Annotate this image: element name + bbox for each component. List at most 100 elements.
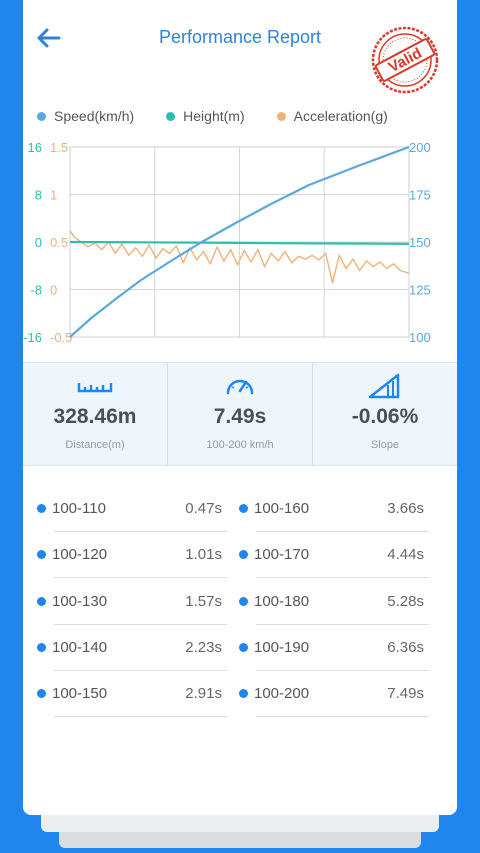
divider [256, 577, 429, 579]
split-item: 100-180 5.28s [239, 579, 429, 625]
split-item: 100-160 3.66s [239, 486, 429, 532]
tick-label-speed: 150 [409, 235, 431, 250]
split-range: 100-130 [52, 592, 108, 610]
tick-label-acceleration: -0.5 [50, 330, 72, 345]
split-item: 100-150 2.91s [37, 671, 227, 717]
ruler-icon [77, 383, 113, 393]
legend-speed-swatch [37, 111, 46, 121]
speed-series-line [69, 145, 410, 338]
tick-label-speed: 175 [409, 188, 431, 203]
divider [256, 623, 429, 625]
divider [54, 531, 227, 532]
stat-slope-label: Slope [370, 439, 400, 451]
split-times-list: 100-110 0.47s 100-160 3.66s 100-120 1.01s 1… [23, 486, 457, 717]
chart-legend: Speed(km/h) Height(m) Acceleration(g) [37, 108, 388, 124]
bullet-icon [239, 642, 248, 652]
page-title: Performance Report [158, 27, 322, 47]
split-range: 100-140 [52, 638, 108, 656]
stat-time: 7.49s 100-200 km/h [167, 363, 312, 465]
split-range: 100-180 [254, 592, 310, 610]
legend-height-swatch [166, 111, 176, 121]
stat-time-label: 100-200 km/h [206, 439, 274, 451]
split-time: 2.91s [185, 685, 222, 702]
divider [256, 531, 429, 532]
legend-acceleration: Acceleration(g) [276, 108, 388, 124]
bullet-icon [239, 596, 248, 606]
split-time: 6.36s [387, 638, 424, 656]
height-series-line [69, 240, 410, 245]
split-time: 3.66s [387, 500, 424, 517]
tick-label-acceleration: 0.5 [50, 235, 68, 250]
split-row: 100-140 2.23s 100-190 6.36s [23, 625, 457, 671]
chart-series [69, 145, 410, 338]
acceleration-series-line [69, 230, 410, 284]
legend-speed-label: Speed(km/h) [54, 108, 135, 124]
divider [54, 623, 227, 625]
summary-stats: 328.46m Distance(m) 7.49s 100-200 km/h -… [23, 362, 457, 466]
card-stack-shadow-1 [41, 815, 439, 832]
split-range: 100-170 [254, 546, 310, 564]
speedometer-icon [226, 379, 254, 395]
divider [256, 669, 429, 671]
split-item: 100-200 7.49s [239, 671, 429, 717]
split-range: 100-110 [52, 500, 106, 517]
card-stack-shadow-2 [59, 832, 421, 848]
tick-label-acceleration: 0 [50, 283, 57, 298]
tick-label-height: 8 [35, 188, 42, 203]
split-item: 100-170 4.44s [239, 532, 429, 579]
split-row: 100-110 0.47s 100-160 3.66s [23, 486, 457, 532]
split-time: 4.44s [387, 546, 424, 564]
bullet-icon [37, 504, 46, 513]
tick-label-speed: 125 [409, 283, 431, 298]
split-item: 100-130 1.57s [37, 579, 227, 625]
bullet-icon [239, 550, 248, 560]
bullet-icon [37, 550, 46, 560]
tick-label-height: 0 [35, 235, 42, 250]
bullet-icon [37, 689, 46, 698]
split-time: 7.49s [387, 685, 424, 702]
split-item: 100-110 0.47s [37, 486, 227, 532]
split-range: 100-120 [52, 546, 108, 564]
bullet-icon [37, 642, 46, 652]
chart-tick-labels: 16 8 0 -8 -16 1.5 1 0.5 0 -0.5 200 175 150 125 100 [23, 140, 431, 345]
tick-label-acceleration: 1 [50, 188, 57, 203]
arrow-left-icon [37, 28, 61, 48]
divider [54, 577, 227, 579]
stat-slope-value: -0.06% [351, 405, 419, 428]
split-range: 100-200 [254, 685, 310, 702]
legend-speed: Speed(km/h) [37, 108, 134, 124]
split-row: 100-120 1.01s 100-170 4.44s [23, 532, 457, 579]
slope-icon [368, 373, 400, 399]
divider [54, 716, 227, 717]
tick-label-acceleration: 1.5 [50, 140, 68, 155]
divider [54, 669, 227, 671]
split-time: 2.23s [185, 638, 222, 656]
stat-slope: -0.06% Slope [312, 363, 457, 465]
legend-acceleration-swatch [276, 111, 286, 121]
split-time: 1.01s [185, 546, 222, 564]
bullet-icon [37, 596, 46, 606]
split-range: 100-190 [254, 638, 310, 656]
legend-acceleration-label: Acceleration(g) [293, 108, 388, 124]
split-item: 100-190 6.36s [239, 625, 429, 671]
bullet-icon [239, 689, 248, 698]
valid-stamp-icon: Valid [371, 26, 439, 94]
back-button[interactable] [33, 22, 65, 54]
tick-label-height: 16 [28, 140, 42, 155]
split-time: 1.57s [185, 592, 222, 610]
tick-label-speed: 200 [409, 140, 431, 155]
split-time: 5.28s [387, 592, 424, 610]
split-range: 100-150 [52, 685, 108, 702]
report-card: Performance Report Valid Speed(km/h) Hei… [23, 0, 457, 815]
split-time: 0.47s [185, 500, 222, 517]
tick-label-speed: 100 [409, 330, 431, 345]
divider [256, 716, 429, 717]
stat-distance-value: 328.46m [53, 405, 137, 428]
split-item: 100-140 2.23s [37, 625, 227, 671]
bullet-icon [239, 504, 248, 513]
split-item: 100-120 1.01s [37, 532, 227, 579]
tick-label-height: -8 [30, 283, 42, 298]
stat-distance-label: Distance(m) [65, 439, 125, 451]
split-row: 100-150 2.91s 100-200 7.49s [23, 671, 457, 717]
performance-chart: 16 8 0 -8 -16 1.5 1 0.5 0 -0.5 200 175 150 125 100 [23, 140, 431, 345]
